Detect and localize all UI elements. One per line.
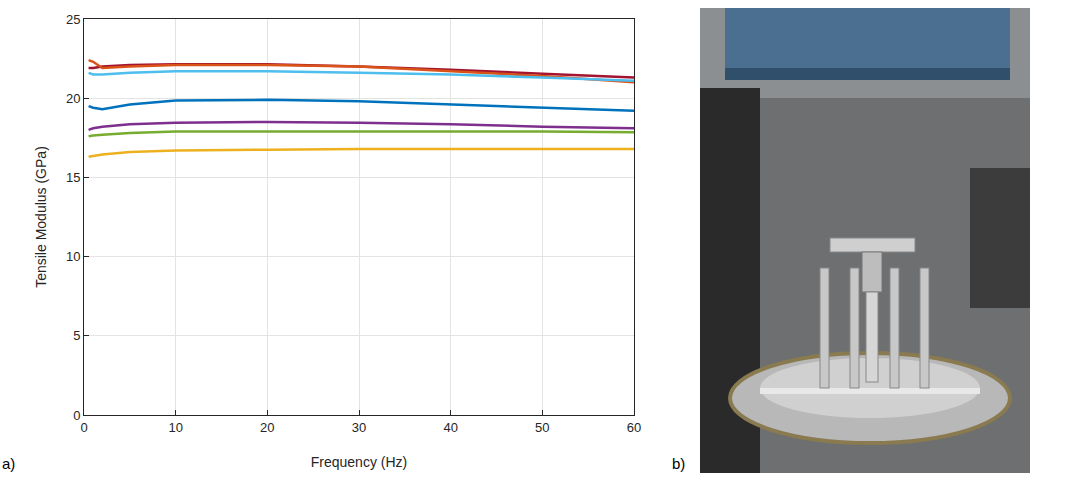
svg-text:5: 5 bbox=[73, 328, 80, 343]
svg-text:60: 60 bbox=[627, 420, 641, 435]
svg-text:Tensile Modulus (GPa): Tensile Modulus (GPa) bbox=[33, 146, 49, 288]
svg-text:0: 0 bbox=[80, 420, 87, 435]
svg-text:30: 30 bbox=[352, 420, 366, 435]
svg-text:20: 20 bbox=[260, 420, 274, 435]
svg-text:20: 20 bbox=[66, 91, 80, 106]
svg-text:10: 10 bbox=[168, 420, 182, 435]
svg-text:15: 15 bbox=[66, 170, 80, 185]
html-text:a): a) bbox=[2, 455, 16, 472]
html-text:b): b) bbox=[672, 455, 686, 472]
svg-text:0: 0 bbox=[73, 408, 80, 423]
svg-text:Frequency (Hz): Frequency (Hz) bbox=[311, 454, 407, 470]
svg-text:40: 40 bbox=[443, 420, 457, 435]
svg-text:50: 50 bbox=[535, 420, 549, 435]
svg-text:25: 25 bbox=[66, 12, 80, 27]
svg-text:10: 10 bbox=[66, 249, 80, 264]
